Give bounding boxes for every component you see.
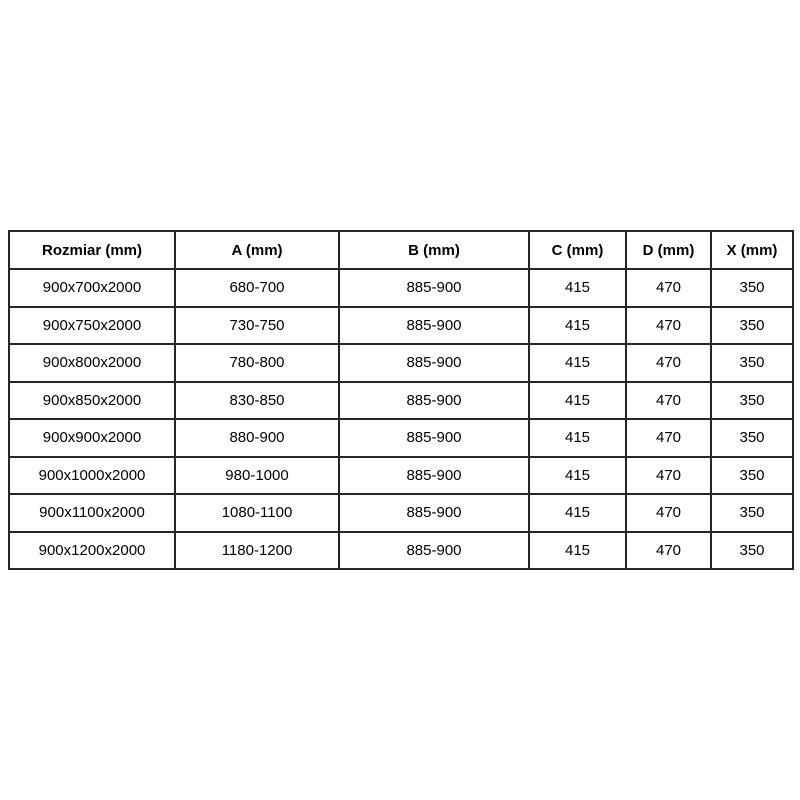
table-row: 900x750x2000 730-750 885-900 415 470 350 [8,305,794,345]
table-cell: 900x1100x2000 [8,493,176,533]
header-row: Rozmiar (mm) A (mm) B (mm) C (mm) D (mm) X (m… [8,230,794,270]
table-cell: 900x1200x2000 [8,530,176,570]
table-cell: 415 [528,493,627,533]
table-row: 900x1200x2000 1180-1200 885-900 415 470 350 [8,530,794,570]
table-cell: 885-900 [338,343,530,383]
table-row: 900x1100x2000 1080-1100 885-900 415 470 350 [8,493,794,533]
table-cell: 350 [710,418,794,458]
column-header: C (mm) [528,230,627,270]
table-cell: 900x1000x2000 [8,455,176,495]
table-cell: 415 [528,455,627,495]
table-cell: 680-700 [174,268,340,308]
table-cell: 350 [710,268,794,308]
table-cell: 1080-1100 [174,493,340,533]
table-cell: 980-1000 [174,455,340,495]
column-header: D (mm) [625,230,712,270]
table-cell: 415 [528,305,627,345]
size-spec-table: Rozmiar (mm) A (mm) B (mm) C (mm) D (mm) X (m… [8,230,794,570]
table-cell: 350 [710,530,794,570]
table-cell: 885-900 [338,418,530,458]
column-header: X (mm) [710,230,794,270]
table-row: 900x800x2000 780-800 885-900 415 470 350 [8,343,794,383]
table-cell: 350 [710,380,794,420]
table-row: 900x700x2000 680-700 885-900 415 470 350 [8,268,794,308]
table-cell: 830-850 [174,380,340,420]
table-cell: 415 [528,343,627,383]
table-cell: 885-900 [338,530,530,570]
table-cell: 885-900 [338,268,530,308]
table-cell: 470 [625,305,712,345]
table-cell: 470 [625,493,712,533]
table-cell: 885-900 [338,380,530,420]
table-cell: 885-900 [338,305,530,345]
column-header: A (mm) [174,230,340,270]
table-cell: 900x850x2000 [8,380,176,420]
table-cell: 900x750x2000 [8,305,176,345]
table-cell: 880-900 [174,418,340,458]
table-body: 900x700x2000 680-700 885-900 415 470 350 900x7… [8,268,794,570]
table-cell: 350 [710,493,794,533]
table-cell: 470 [625,455,712,495]
table-cell: 415 [528,530,627,570]
table-cell: 415 [528,268,627,308]
table-cell: 1180-1200 [174,530,340,570]
table-cell: 885-900 [338,455,530,495]
table-cell: 350 [710,455,794,495]
table-cell: 780-800 [174,343,340,383]
table-row: 900x1000x2000 980-1000 885-900 415 470 350 [8,455,794,495]
table-cell: 470 [625,380,712,420]
table-cell: 730-750 [174,305,340,345]
table-cell: 350 [710,343,794,383]
column-header: Rozmiar (mm) [8,230,176,270]
table-row: 900x900x2000 880-900 885-900 415 470 350 [8,418,794,458]
table-cell: 900x700x2000 [8,268,176,308]
table-cell: 350 [710,305,794,345]
table-row: 900x850x2000 830-850 885-900 415 470 350 [8,380,794,420]
table-cell: 885-900 [338,493,530,533]
column-header: B (mm) [338,230,530,270]
table-cell: 470 [625,268,712,308]
table-cell: 415 [528,418,627,458]
table-cell: 900x800x2000 [8,343,176,383]
table-cell: 900x900x2000 [8,418,176,458]
table-cell: 470 [625,343,712,383]
table-cell: 470 [625,418,712,458]
table-cell: 470 [625,530,712,570]
table-cell: 415 [528,380,627,420]
